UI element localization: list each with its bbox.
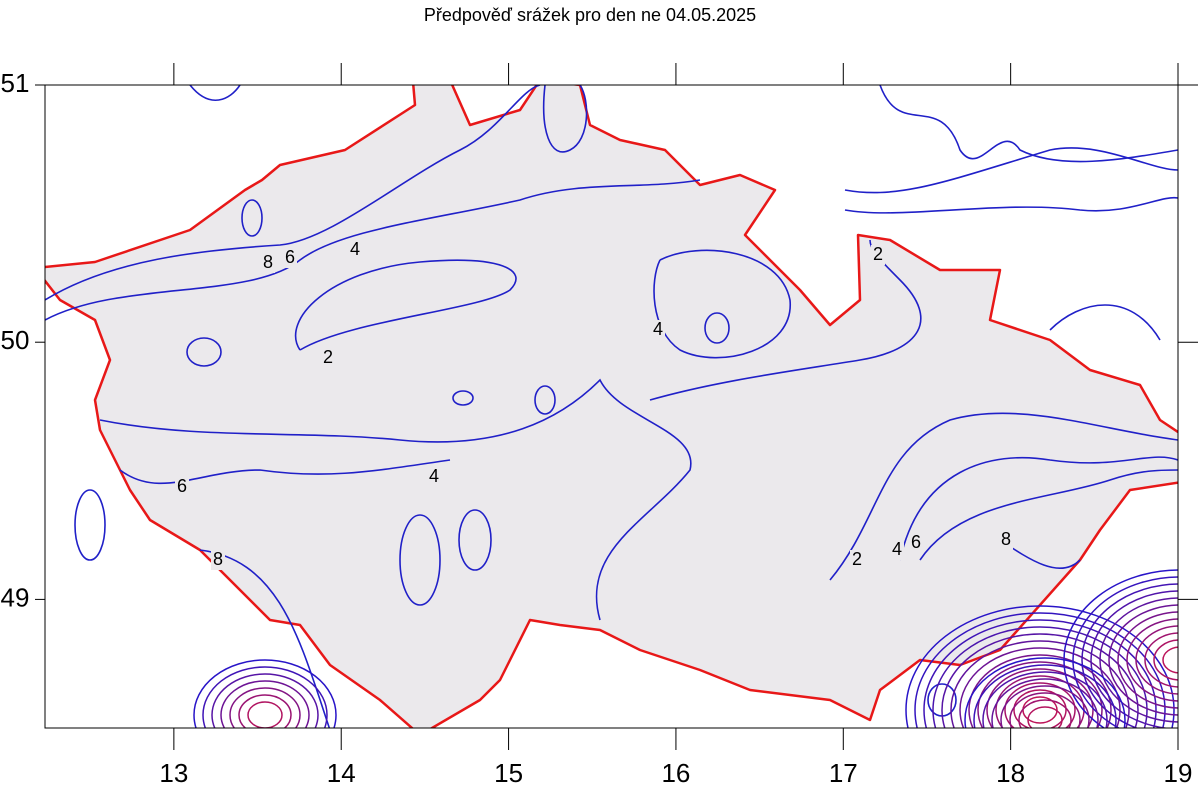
contour-ring [991,678,1099,728]
contour-label-bg [999,530,1013,550]
contours [45,85,1178,728]
contour-label: 8 [263,252,273,272]
contour-ring [1162,646,1178,674]
contour-label-bg [348,240,362,260]
x-tick-label: 13 [159,758,188,788]
contour-ring [1144,632,1178,688]
contour-ring [1126,618,1178,702]
contour-ring [982,671,1108,728]
contour-ring [1018,699,1072,728]
contour-ring [923,619,1157,728]
map-area [45,85,1178,728]
contour-label: 4 [350,239,360,259]
contour-ring [950,640,1130,728]
contour-label-bg [651,320,665,340]
contour-ring [220,680,310,728]
contour-rings [193,569,1178,728]
contour-ring [1027,706,1063,728]
contour-label-bg [850,550,864,570]
contour-ring [1004,682,1076,728]
contour-ring [1013,689,1067,728]
x-tick-label: 18 [996,758,1025,788]
contour-ring [247,701,283,728]
contour-label-bg [175,477,189,497]
contour-ring [1117,611,1178,709]
contour-label-bg [211,550,225,570]
country [45,85,1178,728]
contour-ring [1090,590,1178,728]
contour-ring [964,657,1126,728]
contour-ring [1153,639,1178,681]
contour-ring [932,626,1148,728]
contour-ring [986,668,1094,728]
map-title: Předpověď srážek pro den ne 04.05.2025 [424,5,756,25]
contour-label: 6 [285,247,295,267]
contour-ring [1063,569,1178,728]
y-tick-label: 50 [1,325,30,355]
contour-label: 2 [323,347,333,367]
y-tick-label: 49 [1,582,30,612]
y-tick-label: 51 [1,68,30,98]
x-tick-label: 15 [494,758,523,788]
contour-label: 6 [911,532,921,552]
contour-ring [1108,604,1178,716]
contour-label-bg [871,245,885,265]
contour-ring [959,647,1121,728]
contour-ring [1009,692,1081,728]
x-tick-label: 16 [661,758,690,788]
contour-label: 4 [653,319,663,339]
contour-ring [229,687,301,728]
contour-label-bg [261,253,275,273]
contour-label-bg [283,248,297,268]
contour-label: 4 [892,539,902,559]
contour-ring [977,661,1103,728]
contour-ring [1135,625,1178,695]
contour-label-bg [321,348,335,368]
contour-ring [905,605,1175,728]
contour-ring [973,664,1117,728]
contour-label: 8 [1001,529,1011,549]
contour-ring [914,612,1166,728]
contour-label: 6 [177,476,187,496]
contour-ring [1000,685,1090,728]
contour-label: 4 [429,466,439,486]
x-tick-label: 14 [327,758,356,788]
contour-ring [1081,583,1178,728]
contour-label-bg [427,467,441,487]
contour-ring [1072,576,1178,728]
contour-ring [193,659,337,728]
contour-label: 2 [852,549,862,569]
x-tick-label: 17 [829,758,858,788]
contour-ring [202,666,328,728]
contour-ring [211,673,319,728]
contour-label-bg [909,533,923,553]
contour-ring [968,654,1112,728]
contour-ring [1099,597,1178,723]
frame [44,84,1179,729]
contour-label: 2 [873,244,883,264]
contour-ring [238,694,292,728]
contour-ring [941,633,1139,728]
contour-label-bg [890,540,904,560]
x-tick-label: 19 [1164,758,1193,788]
contour-label: 8 [213,549,223,569]
